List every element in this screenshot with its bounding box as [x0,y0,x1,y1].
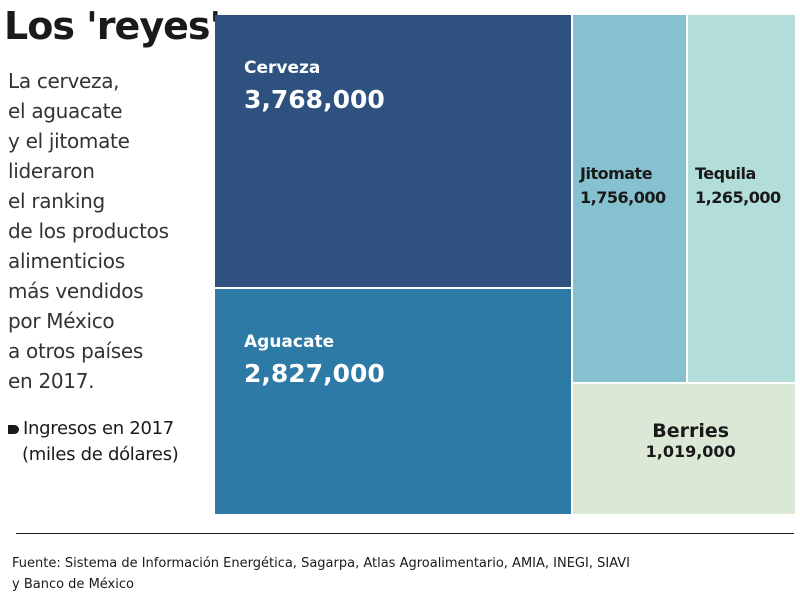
treemap-value-jitomate: 1,756,000 [580,188,666,207]
legend-unit: (miles de dólares) [22,444,179,465]
treemap-chart: Cerveza 3,768,000 Aguacate 2,827,000 Jitomat… [215,15,795,514]
description-line: y el jitomate [8,129,130,153]
treemap-label-cerveza: Cerveza [244,58,320,78]
treemap-value-tequila: 1,265,000 [695,188,781,207]
source-note: Fuente: Sistema de Información Energétic… [12,553,772,595]
description-line: de los productos [8,219,169,243]
treemap-label-aguacate: Aguacate [244,332,334,352]
treemap-label-tequila: Tequila [695,164,756,183]
legend: Ingresos en 2017 (miles de dólares) [8,416,179,468]
description-line: en 2017. [8,369,95,393]
description-line: a otros países [8,339,143,363]
description-line: más vendidos [8,279,144,303]
description-line: La cerveza, [8,69,120,93]
description-line: alimenticios [8,249,125,273]
treemap-cell-jitomate: Jitomate 1,756,000 [573,15,686,382]
source-line: Fuente: Sistema de Información Energétic… [12,556,630,571]
treemap-cell-tequila: Tequila 1,265,000 [688,15,795,382]
description: La cerveza, el aguacate y el jitomate li… [8,66,208,396]
treemap-rect-aguacate [215,289,571,514]
page-title: Los 'reyes' [4,4,221,48]
divider [16,533,794,534]
treemap-rect-tequila [688,15,795,382]
treemap-rect-jitomate [573,15,686,382]
description-line: por México [8,309,115,333]
treemap-value-cerveza: 3,768,000 [244,85,385,114]
description-line: el aguacate [8,99,123,123]
treemap-cell-aguacate: Aguacate 2,827,000 [215,289,571,514]
treemap-label-jitomate: Jitomate [579,164,653,183]
treemap-label-berries: Berries [652,420,729,442]
description-line: el ranking [8,189,105,213]
description-line: lideraron [8,159,95,183]
treemap-cell-cerveza: Cerveza 3,768,000 [215,15,571,287]
treemap-rect-cerveza [215,15,571,287]
legend-label: Ingresos en 2017 [23,418,174,439]
treemap-value-berries: 1,019,000 [646,442,736,461]
treemap-value-aguacate: 2,827,000 [244,359,385,388]
source-line: y Banco de México [12,577,134,592]
bullet-icon [8,424,19,434]
treemap-rect-berries [573,384,795,514]
